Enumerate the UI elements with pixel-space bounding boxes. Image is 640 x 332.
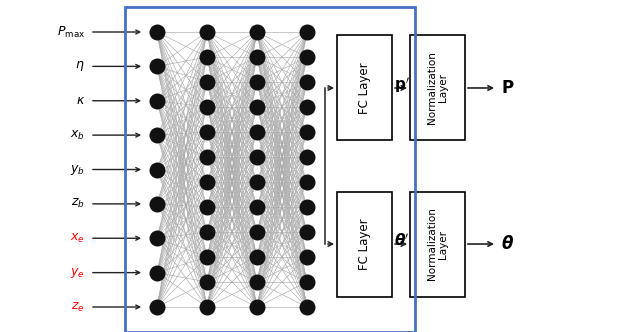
Point [202, 29, 212, 35]
Point [252, 204, 262, 209]
Point [302, 54, 312, 60]
Point [202, 54, 212, 60]
Text: FC Layer: FC Layer [358, 62, 371, 114]
Point [302, 304, 312, 310]
Text: $y_b$: $y_b$ [70, 162, 85, 177]
Point [152, 29, 162, 35]
Point [252, 129, 262, 135]
Point [302, 29, 312, 35]
Point [252, 79, 262, 85]
Point [202, 229, 212, 235]
Point [202, 279, 212, 285]
Point [252, 54, 262, 60]
Point [252, 179, 262, 185]
Point [202, 154, 212, 160]
Point [152, 132, 162, 138]
Point [152, 98, 162, 103]
Point [302, 279, 312, 285]
Point [252, 154, 262, 160]
Text: Normalization
Layer: Normalization Layer [427, 51, 448, 124]
Text: $\boldsymbol{\theta}$: $\boldsymbol{\theta}$ [501, 235, 514, 253]
Point [202, 304, 212, 310]
Point [302, 254, 312, 260]
Point [252, 229, 262, 235]
Point [252, 29, 262, 35]
Point [252, 254, 262, 260]
Text: $y_e$: $y_e$ [70, 266, 85, 280]
Text: $\mathbf{p}'$: $\mathbf{p}'$ [394, 75, 410, 95]
Point [152, 64, 162, 69]
Point [252, 304, 262, 310]
Text: $x_e$: $x_e$ [70, 232, 85, 245]
Point [152, 236, 162, 241]
Text: $P_{\mathrm{max}}$: $P_{\mathrm{max}}$ [57, 25, 85, 40]
Point [202, 104, 212, 110]
Bar [337, 192, 392, 296]
Point [302, 229, 312, 235]
Bar [410, 36, 465, 140]
Point [302, 79, 312, 85]
Point [202, 204, 212, 209]
Point [302, 104, 312, 110]
Point [152, 201, 162, 207]
Text: Normalization
Layer: Normalization Layer [427, 208, 448, 281]
Text: $z_b$: $z_b$ [71, 197, 85, 210]
Point [152, 270, 162, 275]
Point [152, 167, 162, 172]
Text: $\boldsymbol{\theta}'$: $\boldsymbol{\theta}'$ [394, 233, 410, 249]
Point [302, 129, 312, 135]
Point [152, 304, 162, 310]
Bar [337, 36, 392, 140]
Point [252, 279, 262, 285]
Point [202, 79, 212, 85]
Text: FC Layer: FC Layer [358, 218, 371, 270]
Point [302, 154, 312, 160]
Point [202, 129, 212, 135]
Text: $z_e$: $z_e$ [72, 300, 85, 313]
Text: $\eta$: $\eta$ [76, 59, 85, 73]
Bar [410, 192, 465, 296]
Point [202, 254, 212, 260]
Text: $x_b$: $x_b$ [70, 128, 85, 142]
Point [252, 104, 262, 110]
Text: $\kappa$: $\kappa$ [76, 94, 85, 107]
Text: $\mathbf{P}$: $\mathbf{P}$ [501, 79, 515, 97]
Point [202, 179, 212, 185]
Bar [125, 7, 415, 332]
Point [302, 204, 312, 209]
Point [302, 179, 312, 185]
